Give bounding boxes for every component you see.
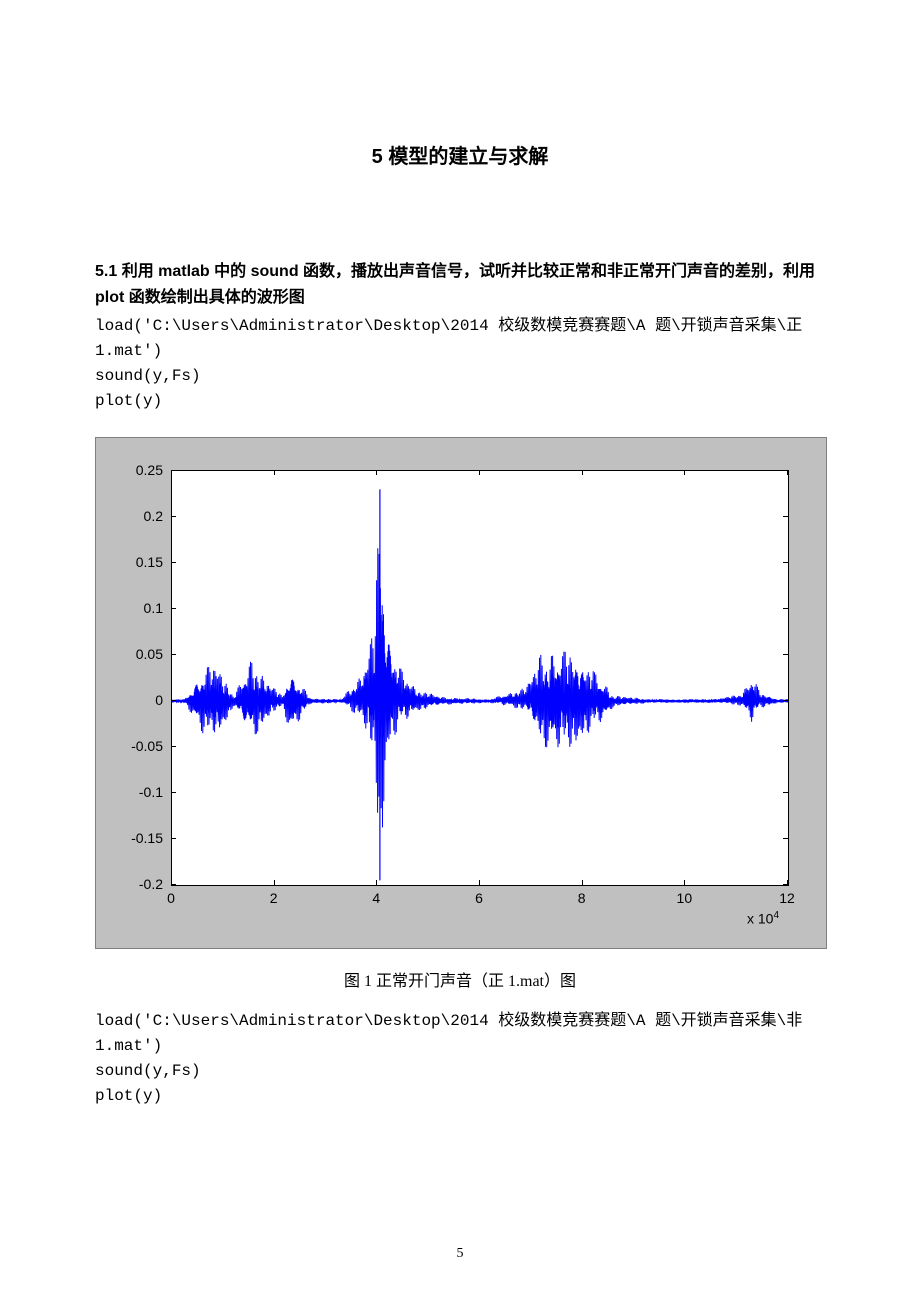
x-tick xyxy=(684,470,685,475)
x-tick-label: 8 xyxy=(567,890,597,906)
y-tick-label: 0 xyxy=(113,692,163,708)
y-tick xyxy=(783,792,788,793)
y-tick-label: 0.1 xyxy=(113,600,163,616)
code-line: plot(y) xyxy=(95,1087,162,1105)
x-tick-label: 12 xyxy=(772,890,802,906)
y-tick xyxy=(783,700,788,701)
figure-1: -0.2-0.15-0.1-0.0500.050.10.150.20.25024… xyxy=(95,437,825,991)
y-tick xyxy=(171,700,176,701)
x-tick-label: 6 xyxy=(464,890,494,906)
x-tick xyxy=(479,880,480,885)
x-tick-label: 4 xyxy=(361,890,391,906)
x-tick-label: 10 xyxy=(669,890,699,906)
y-tick xyxy=(783,838,788,839)
x-tick xyxy=(376,470,377,475)
y-tick-label: 0.15 xyxy=(113,554,163,570)
x-tick xyxy=(274,880,275,885)
y-tick xyxy=(783,562,788,563)
x-tick xyxy=(582,470,583,475)
code-block-2: load('C:\Users\Administrator\Desktop\201… xyxy=(95,1009,825,1108)
x-exponent-label: x 104 xyxy=(747,910,779,927)
code-line: plot(y) xyxy=(95,392,162,410)
y-tick-label: -0.05 xyxy=(113,738,163,754)
x-tick xyxy=(274,470,275,475)
x-tick-label: 0 xyxy=(156,890,186,906)
waveform-line xyxy=(172,549,788,828)
y-tick-label: 0.25 xyxy=(113,462,163,478)
subsection-title: 5.1 利用 matlab 中的 sound 函数，播放出声音信号，试听并比较正… xyxy=(95,259,825,310)
code-line: sound(y,Fs) xyxy=(95,367,201,385)
y-tick xyxy=(171,562,176,563)
code-block-1: load('C:\Users\Administrator\Desktop\201… xyxy=(95,314,825,413)
waveform-svg xyxy=(172,471,788,885)
y-tick xyxy=(171,746,176,747)
page-number: 5 xyxy=(0,1246,920,1262)
y-tick xyxy=(171,516,176,517)
y-tick xyxy=(171,792,176,793)
x-tick xyxy=(787,470,788,475)
x-tick xyxy=(582,880,583,885)
x-tick xyxy=(171,880,172,885)
y-tick-label: -0.15 xyxy=(113,830,163,846)
y-tick xyxy=(171,608,176,609)
x-tick xyxy=(479,470,480,475)
y-tick xyxy=(171,654,176,655)
plot-area xyxy=(171,470,789,886)
x-tick xyxy=(171,470,172,475)
y-tick xyxy=(171,838,176,839)
y-tick xyxy=(783,516,788,517)
code-line: load('C:\Users\Administrator\Desktop\201… xyxy=(95,317,812,360)
figure-caption: 图 1 正常开门声音（正 1.mat）图 xyxy=(95,967,825,991)
y-tick xyxy=(783,746,788,747)
y-tick xyxy=(783,654,788,655)
section-title: 5 模型的建立与求解 xyxy=(95,140,825,169)
x-tick-label: 2 xyxy=(259,890,289,906)
y-tick-label: 0.2 xyxy=(113,508,163,524)
x-tick xyxy=(376,880,377,885)
code-line: sound(y,Fs) xyxy=(95,1062,201,1080)
code-line: load('C:\Users\Administrator\Desktop\201… xyxy=(95,1012,812,1055)
matlab-figure-panel: -0.2-0.15-0.1-0.0500.050.10.150.20.25024… xyxy=(95,437,827,949)
y-tick xyxy=(783,608,788,609)
x-tick xyxy=(787,880,788,885)
y-tick-label: 0.05 xyxy=(113,646,163,662)
x-tick xyxy=(684,880,685,885)
y-tick-label: -0.1 xyxy=(113,784,163,800)
